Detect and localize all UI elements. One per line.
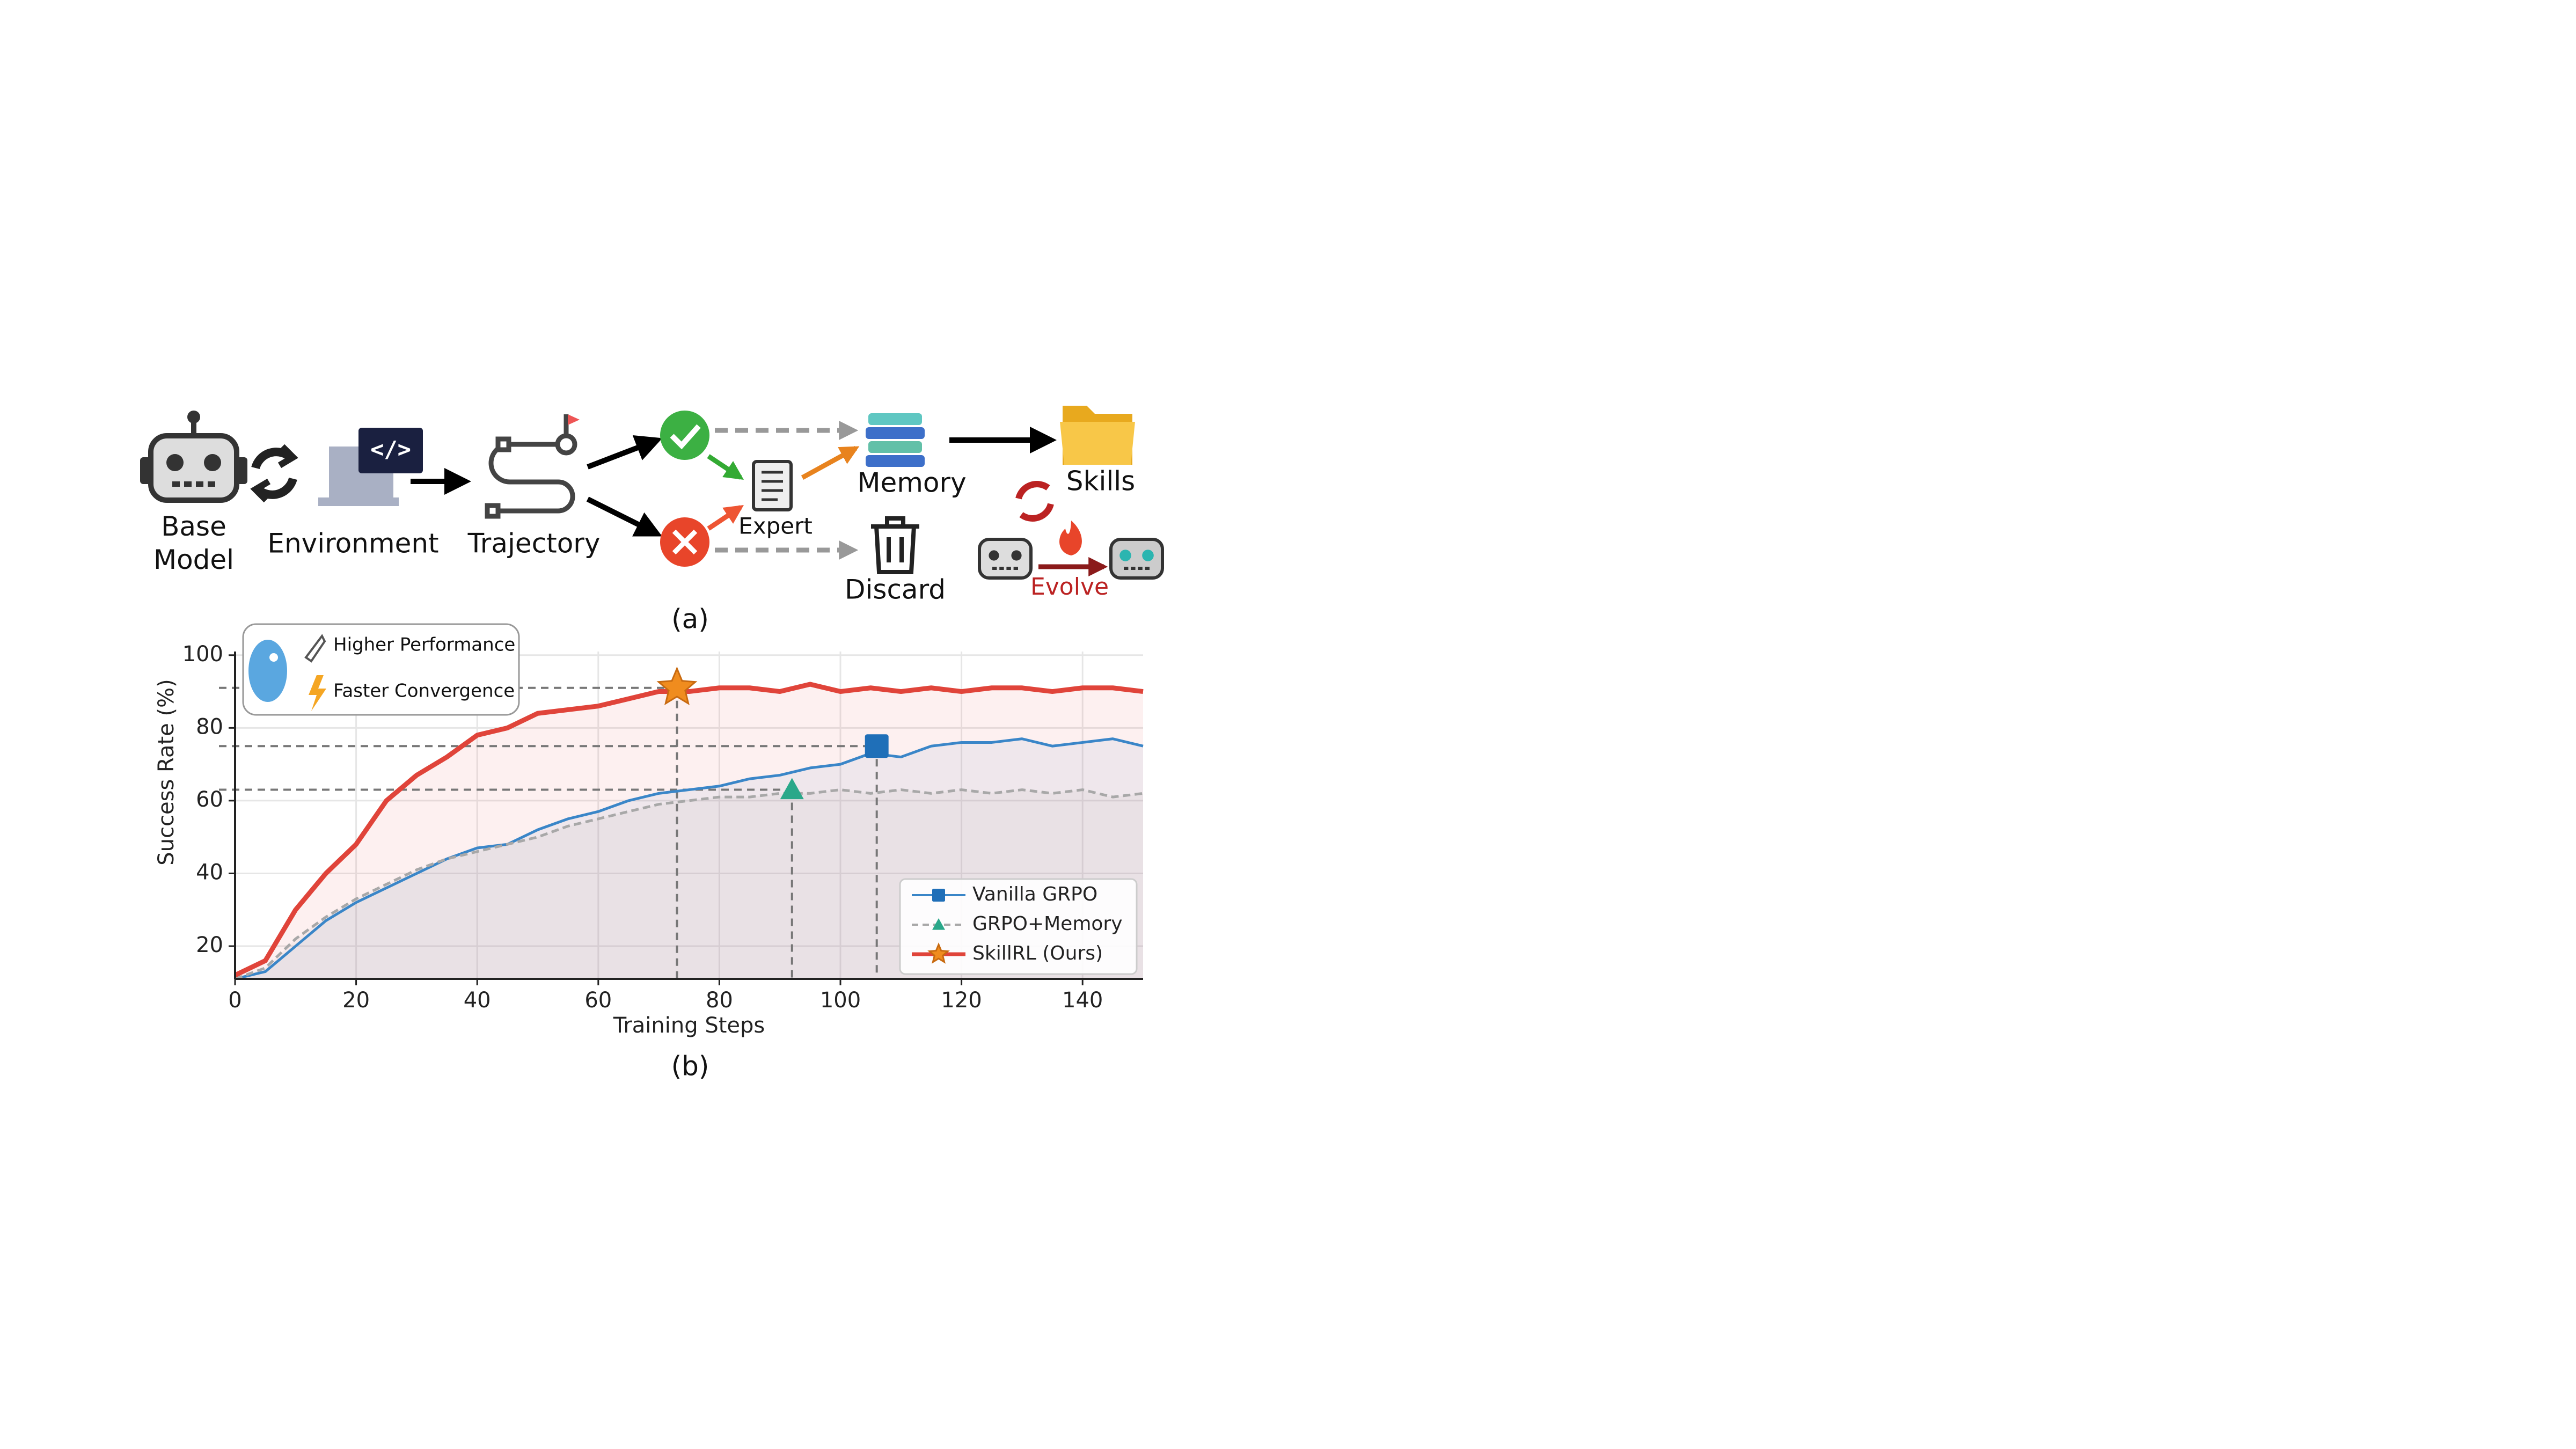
x-tick-label: 20 xyxy=(342,988,370,1013)
line xyxy=(235,737,1144,980)
expert-icon xyxy=(752,460,793,511)
robot-icon xyxy=(140,411,247,503)
caption: (a) xyxy=(671,604,709,635)
trash-icon xyxy=(871,516,919,574)
node-label: Evolve xyxy=(1030,573,1109,601)
x-tick-label: 80 xyxy=(706,988,733,1013)
legend-marker xyxy=(927,942,950,964)
robot-icon xyxy=(977,537,1033,580)
highlight-marker xyxy=(780,778,804,800)
trajectory-icon xyxy=(485,414,580,519)
legend-label: SkillRL (Ours) xyxy=(972,942,1103,964)
node-label: Base Model xyxy=(153,511,235,575)
fish-icon xyxy=(248,640,287,702)
line xyxy=(235,788,1144,980)
legend-label: GRPO+Memory xyxy=(972,913,1123,935)
laptop-icon: </> xyxy=(318,428,423,506)
legend-label: Vanilla GRPO xyxy=(972,883,1097,905)
fish-body xyxy=(248,640,287,702)
arrow xyxy=(587,435,663,470)
node-label: Expert xyxy=(738,513,813,539)
line xyxy=(234,682,1144,978)
chart: 0 20 40 60 80 100 120 140 20 40 60 80 100 Training St… xyxy=(154,623,1144,1038)
evolved-robot-icon xyxy=(1109,537,1165,580)
rocket-icon xyxy=(304,634,326,663)
arrow xyxy=(707,505,744,531)
node-label: Memory xyxy=(857,467,966,499)
svg-text:</>: </> xyxy=(370,436,411,463)
x-tick-label: 100 xyxy=(820,988,861,1013)
note-text: Faster Convergence xyxy=(333,680,515,702)
legend-marker xyxy=(932,889,945,902)
x-tick-label: 120 xyxy=(941,988,982,1013)
arrow xyxy=(586,496,662,537)
folder-icon xyxy=(1060,406,1135,465)
legend-box xyxy=(899,878,1138,975)
evolve-cycle-icon xyxy=(1015,481,1054,522)
note-text: Higher Performance xyxy=(333,634,515,656)
cycle-icon xyxy=(250,444,298,503)
y-tick-label: 80 xyxy=(196,714,223,739)
books-icon xyxy=(866,413,925,467)
arrow xyxy=(707,454,744,480)
fish-eye xyxy=(269,653,278,662)
fail-icon xyxy=(660,517,709,567)
x-tick-label: 0 xyxy=(228,988,241,1013)
bolt-icon xyxy=(309,675,326,711)
y-axis-label: Success Rate (%) xyxy=(154,679,179,865)
x-tick-label: 140 xyxy=(1062,988,1103,1013)
y-tick-label: 40 xyxy=(196,860,223,884)
fire-icon xyxy=(1059,521,1082,555)
legend-marker xyxy=(932,918,945,930)
y-tick-label: 20 xyxy=(196,933,223,957)
highlight-marker xyxy=(656,666,698,706)
caption: (b) xyxy=(671,1051,709,1082)
arrow xyxy=(801,446,860,480)
y-tick-label: 100 xyxy=(182,642,223,667)
highlight-marker xyxy=(865,734,889,758)
node-label: Skills xyxy=(1066,466,1135,497)
x-tick-label: 40 xyxy=(464,988,491,1013)
node-label: Environment xyxy=(267,528,438,559)
node-label: Trajectory xyxy=(467,528,601,559)
node-label: Discard xyxy=(845,574,946,605)
x-axis-label: Training Steps xyxy=(613,1013,765,1038)
success-icon xyxy=(660,411,709,460)
y-tick-label: 60 xyxy=(196,787,223,812)
x-tick-label: 60 xyxy=(584,988,612,1013)
